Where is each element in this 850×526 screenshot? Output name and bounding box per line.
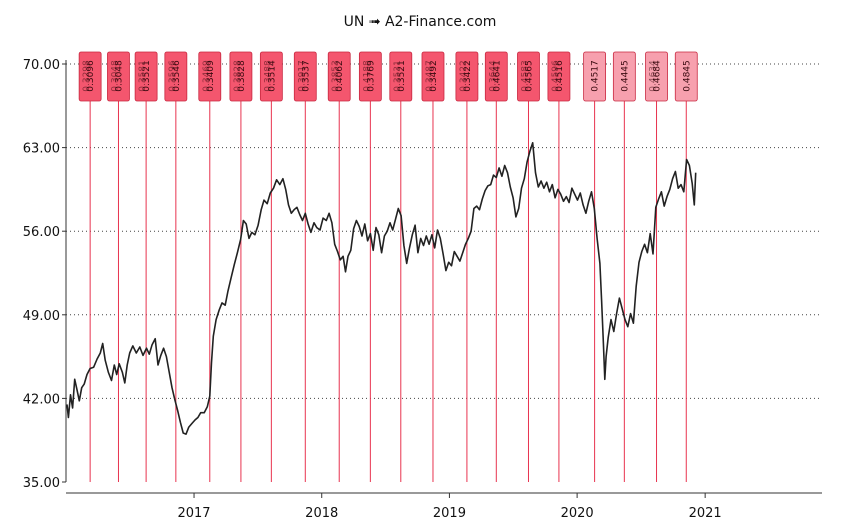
marker-overlay-label: 0.3048 [110, 60, 120, 92]
x-tick-label: 2018 [305, 506, 338, 521]
marker-box [389, 51, 413, 102]
marker-label: 0.3546 [172, 60, 182, 92]
y-tick-label: 42.00 [23, 392, 60, 407]
marker-box [164, 51, 188, 102]
marker-box [484, 51, 508, 102]
marker-label: 0.3828 [237, 60, 247, 92]
marker-label: 0.4684 [653, 60, 663, 92]
marker-box [259, 51, 283, 102]
marker-overlay-label: 0.3828 [233, 60, 243, 92]
y-tick-label: 56.00 [23, 225, 60, 240]
marker-box [455, 51, 479, 102]
marker-label: 0.3537 [301, 60, 311, 92]
y-tick-label: 63.00 [23, 142, 60, 157]
y-tick-label: 49.00 [23, 309, 60, 324]
marker-label: 0.4641 [492, 60, 502, 92]
marker-label: 0.4516 [555, 60, 565, 92]
y-axis: 35.00 42.00 49.00 56.00 63.00 70.00 [23, 58, 67, 491]
gridlines [66, 63, 822, 399]
marker-label: 0.4845 [682, 60, 692, 92]
marker-label: 0.4062 [335, 60, 345, 92]
marker-label: 0.4445 [620, 60, 630, 92]
x-tick-label: 2019 [433, 506, 466, 521]
marker-label: 0.3409 [206, 60, 216, 92]
marker-overlay-label: 0.4583 [520, 60, 530, 92]
price-line [66, 142, 697, 435]
marker-box [327, 51, 351, 102]
marker-label: 0.3492 [429, 60, 439, 92]
price-series [66, 142, 697, 435]
marker-overlay-label: 0.4188 [362, 60, 372, 92]
marker-overlay-label: 0.3531 [393, 60, 403, 92]
marker-box [517, 51, 540, 102]
marker-box [674, 51, 698, 102]
marker-label: 0.3769 [366, 60, 376, 92]
marker-overlay-label: 0.3917 [297, 60, 307, 92]
x-tick-label: 2021 [689, 506, 722, 521]
marker-box [229, 51, 253, 102]
chart-title: UN ➟ A2-Finance.com [344, 14, 497, 30]
marker-box [358, 51, 382, 102]
marker-overlay-label: 0.3581 [138, 60, 148, 92]
marker-box [198, 51, 222, 102]
marker-box [547, 51, 571, 102]
marker-box [134, 51, 158, 102]
x-axis: 2017 2018 2019 2020 2021 [66, 492, 822, 521]
marker-overlay-label: 0.3853 [331, 60, 341, 92]
marker-overlay-label: 0.4634 [649, 60, 659, 92]
marker-overlay-label: 0.3596 [168, 60, 178, 92]
marker-box [645, 51, 668, 102]
marker-label: 0.3514 [267, 60, 277, 92]
marker-box [612, 51, 636, 102]
marker-label: 0.3048 [114, 60, 124, 92]
marker-label: 0.3521 [397, 60, 407, 92]
marker-box [421, 51, 445, 102]
marker-overlay-label: 0.3488 [263, 60, 273, 92]
marker-overlay-label: 0.3298 [82, 60, 92, 92]
marker-overlay-label: 0.3644 [488, 60, 498, 92]
marker-label: 0.3096 [86, 60, 96, 92]
marker-box [78, 51, 102, 102]
marker-box [107, 51, 130, 102]
marker-label: 0.4565 [524, 60, 534, 92]
x-tick-label: 2017 [177, 506, 210, 521]
marker-label: 0.3422 [463, 60, 473, 92]
y-tick-label: 35.00 [23, 476, 60, 491]
marker-overlay-label: 0.3487 [425, 60, 435, 92]
marker-box [293, 51, 317, 102]
y-tick-label: 70.00 [23, 58, 60, 73]
marker-label: 0.4517 [591, 60, 601, 92]
marker-overlay-label: 0.4596 [551, 60, 561, 92]
x-tick-label: 2020 [561, 506, 594, 521]
marker-overlay-label: 0.3422 [459, 60, 469, 92]
marker-overlay-label: 0.3469 [202, 60, 212, 92]
marker-box [583, 51, 607, 102]
marker-label: 0.3521 [142, 60, 152, 92]
